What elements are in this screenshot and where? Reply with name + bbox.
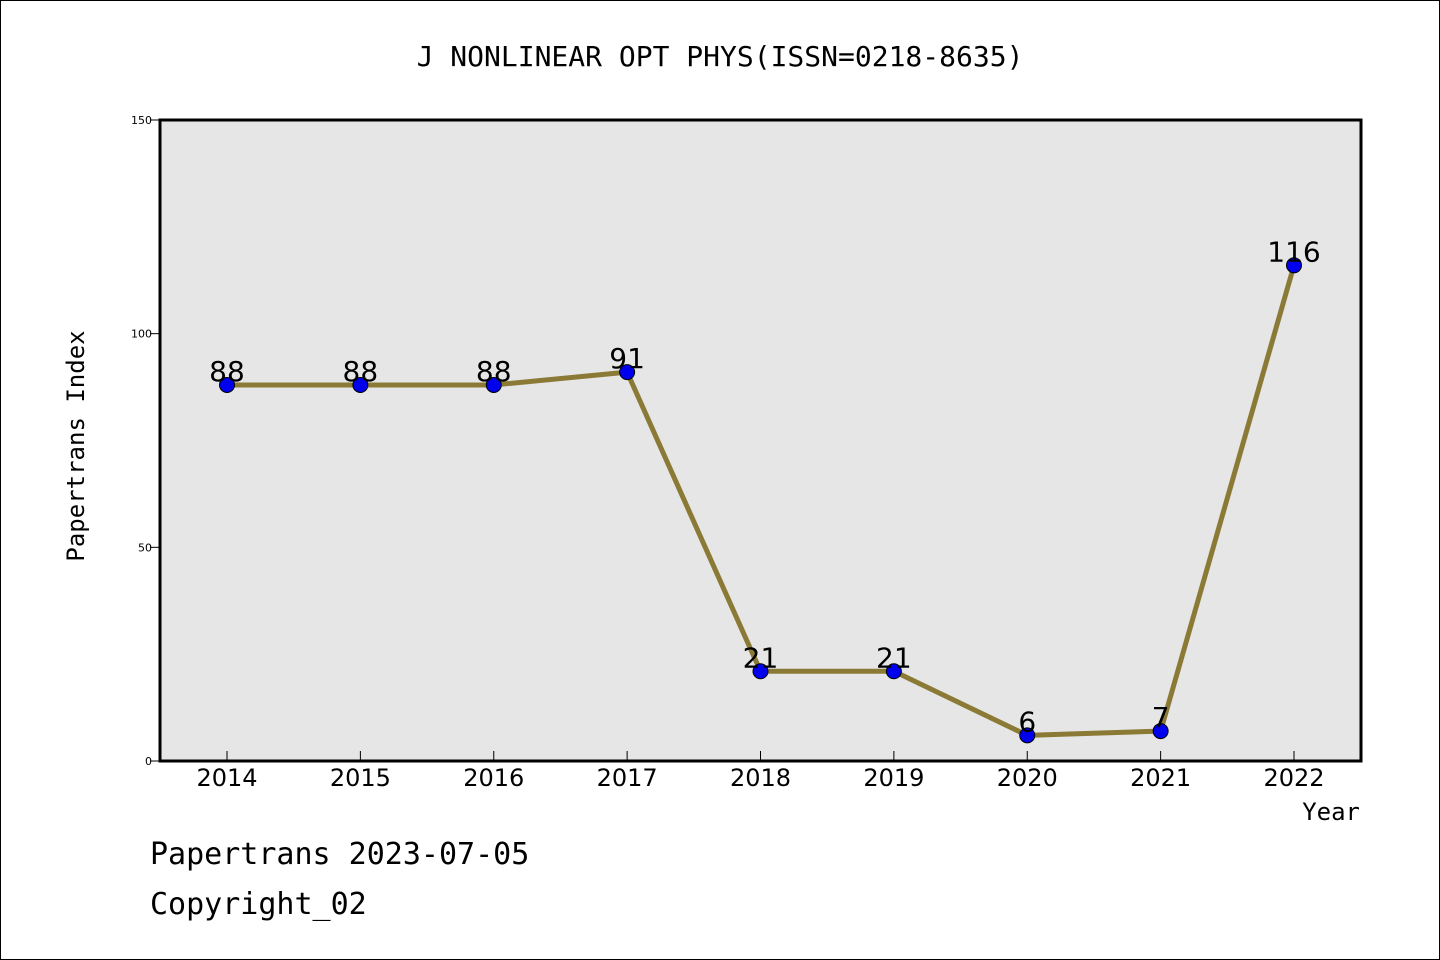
x-tick-label: 2022: [1263, 764, 1324, 792]
footer-date: Papertrans 2023-07-05: [150, 837, 529, 872]
y-tick-label: 50: [138, 541, 152, 554]
data-label-2014: 88: [209, 355, 245, 388]
data-label-2019: 21: [876, 641, 912, 674]
data-label-2020: 6: [1018, 705, 1036, 738]
data-label-2021: 7: [1152, 701, 1170, 734]
x-tick-label: 2020: [997, 764, 1058, 792]
marker-group: [219, 257, 1302, 744]
y-tick-label: 0: [145, 755, 152, 768]
x-tick-label: 2014: [196, 764, 257, 792]
data-label-2022: 116: [1267, 235, 1320, 268]
x-tick-label: 2019: [863, 764, 924, 792]
y-tick-label: 150: [131, 114, 152, 127]
plot-border: [158, 118, 1363, 763]
data-label-group: 88 88 88 91 21 21 6 7 116: [209, 235, 1321, 738]
data-point-2019: [885, 663, 902, 680]
y-tick-label: 100: [131, 328, 152, 341]
y-axis: 0 50 100 150: [131, 114, 160, 768]
x-axis: 2014 2015 2016 2017 2018 2019 2020 2021 2022: [196, 751, 1325, 792]
x-tick-label: 2021: [1130, 764, 1191, 792]
x-tick-label: 2018: [730, 764, 791, 792]
data-point-2016: [485, 376, 502, 393]
x-axis-label: Year: [1302, 798, 1360, 826]
data-point-2015: [352, 376, 369, 393]
data-label-2016: 88: [476, 355, 512, 388]
y-axis-label: Papertrans Index: [62, 330, 90, 561]
data-point-2022: [1286, 257, 1302, 274]
x-tick-label: 2016: [463, 764, 524, 792]
x-tick-label: 2017: [597, 764, 658, 792]
data-label-2018: 21: [743, 641, 779, 674]
data-point-2018: [752, 663, 769, 680]
data-point-2014: [219, 376, 235, 393]
footer-copyright: Copyright_02: [150, 887, 367, 922]
data-label-2017: 91: [609, 342, 645, 375]
chart-title: J NONLINEAR OPT PHYS(ISSN=0218-8635): [417, 40, 1024, 73]
data-point-2020: [1019, 727, 1036, 744]
x-tick-label: 2015: [330, 764, 391, 792]
data-label-2015: 88: [343, 355, 379, 388]
data-point-2017: [619, 364, 636, 381]
plot-area: [160, 120, 1361, 761]
data-point-2021: [1152, 723, 1169, 740]
